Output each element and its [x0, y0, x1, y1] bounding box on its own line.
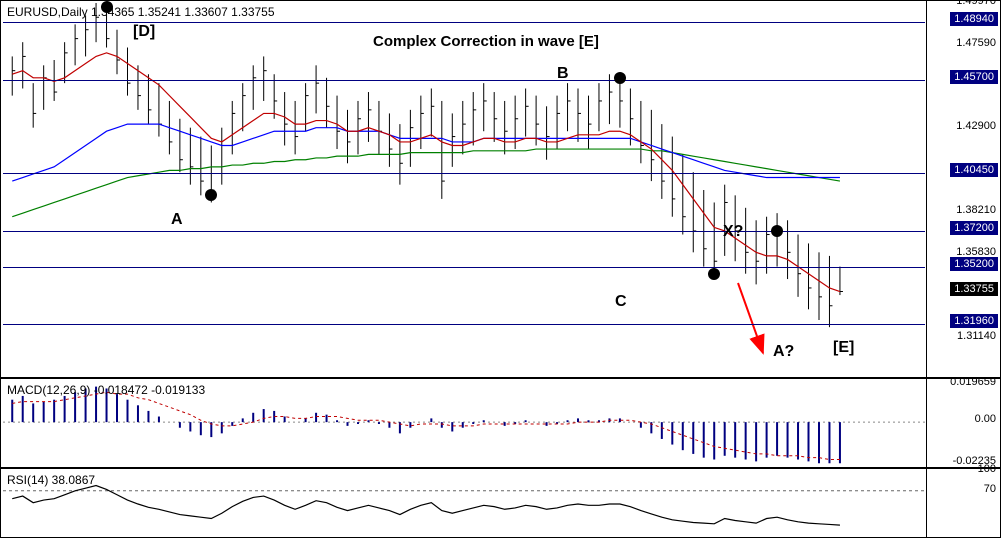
- rsi-tick-label: 100: [978, 463, 996, 475]
- price-yaxis: 1.48940 1.45700 1.40450 1.37200 1.35200 1.319…: [926, 1, 1000, 377]
- price-flag: 1.45700: [950, 70, 998, 84]
- price-flag: 1.35200: [950, 257, 998, 271]
- wave-mark-C: [708, 268, 720, 280]
- price-panel[interactable]: EURUSD,Daily 1.34365 1.35241 1.33607 1.3…: [0, 0, 1001, 378]
- macd-yaxis: 0.0196590.00-0.02235: [926, 379, 1000, 467]
- horizontal-line: [3, 267, 925, 268]
- chart-container: EURUSD,Daily 1.34365 1.35241 1.33607 1.3…: [0, 0, 1001, 538]
- wave-label-C: C: [615, 293, 627, 311]
- price-svg: [3, 3, 925, 377]
- macd-tick-label: 0.019659: [950, 376, 996, 388]
- price-plot-area[interactable]: EURUSD,Daily 1.34365 1.35241 1.33607 1.3…: [3, 3, 925, 375]
- rsi-panel[interactable]: RSI(14) 38.0867 10070: [0, 468, 1001, 538]
- y-tick-label: 1.49970: [956, 0, 996, 7]
- ma-green: [12, 149, 840, 217]
- y-tick-label: 1.47590: [956, 37, 996, 49]
- wave-mark-B: [614, 72, 626, 84]
- price-flag: 1.37200: [950, 221, 998, 235]
- price-flag: 1.40450: [950, 163, 998, 177]
- macd-tick-label: 0.00: [975, 413, 996, 425]
- rsi-svg: [3, 471, 925, 537]
- macd-panel[interactable]: MACD(12,26,9) -0.018472 -0.019133 0.0196…: [0, 378, 1001, 468]
- price-flag: 1.48940: [950, 12, 998, 26]
- wave-label-B: B: [557, 65, 569, 83]
- rsi-plot-area[interactable]: RSI(14) 38.0867: [3, 471, 925, 535]
- macd-header: MACD(12,26,9) -0.018472 -0.019133: [7, 383, 205, 397]
- wave-label-E: [E]: [833, 339, 854, 357]
- price-flag: 1.31960: [950, 314, 998, 328]
- wave-label-Aq: A?: [773, 343, 794, 361]
- wave-mark-X: [771, 225, 783, 237]
- current-price-flag: 1.33755: [950, 282, 998, 296]
- y-tick-label: 1.35830: [956, 246, 996, 258]
- wave-mark-A: [205, 189, 217, 201]
- wave-mark-D: [101, 1, 113, 13]
- wave-label-D: [D]: [133, 23, 155, 41]
- macd-plot-area[interactable]: MACD(12,26,9) -0.018472 -0.019133: [3, 381, 925, 465]
- rsi-tick-label: 70: [984, 483, 996, 495]
- y-tick-label: 1.38210: [956, 204, 996, 216]
- y-tick-label: 1.31140: [957, 330, 996, 342]
- chart-title: Complex Correction in wave [E]: [373, 33, 599, 50]
- horizontal-line: [3, 173, 925, 174]
- horizontal-line: [3, 231, 925, 232]
- rsi-header: RSI(14) 38.0867: [7, 473, 95, 487]
- ohlc-bars: [12, 3, 843, 327]
- wave-label-X: X?: [723, 223, 743, 241]
- projection-arrow: [738, 283, 763, 353]
- y-tick-label: 1.42900: [956, 120, 996, 132]
- instrument-header: EURUSD,Daily 1.34365 1.35241 1.33607 1.3…: [7, 5, 275, 19]
- horizontal-line: [3, 80, 925, 81]
- wave-label-A: A: [171, 211, 183, 229]
- rsi-yaxis: 10070: [926, 469, 1000, 537]
- horizontal-line: [3, 324, 925, 325]
